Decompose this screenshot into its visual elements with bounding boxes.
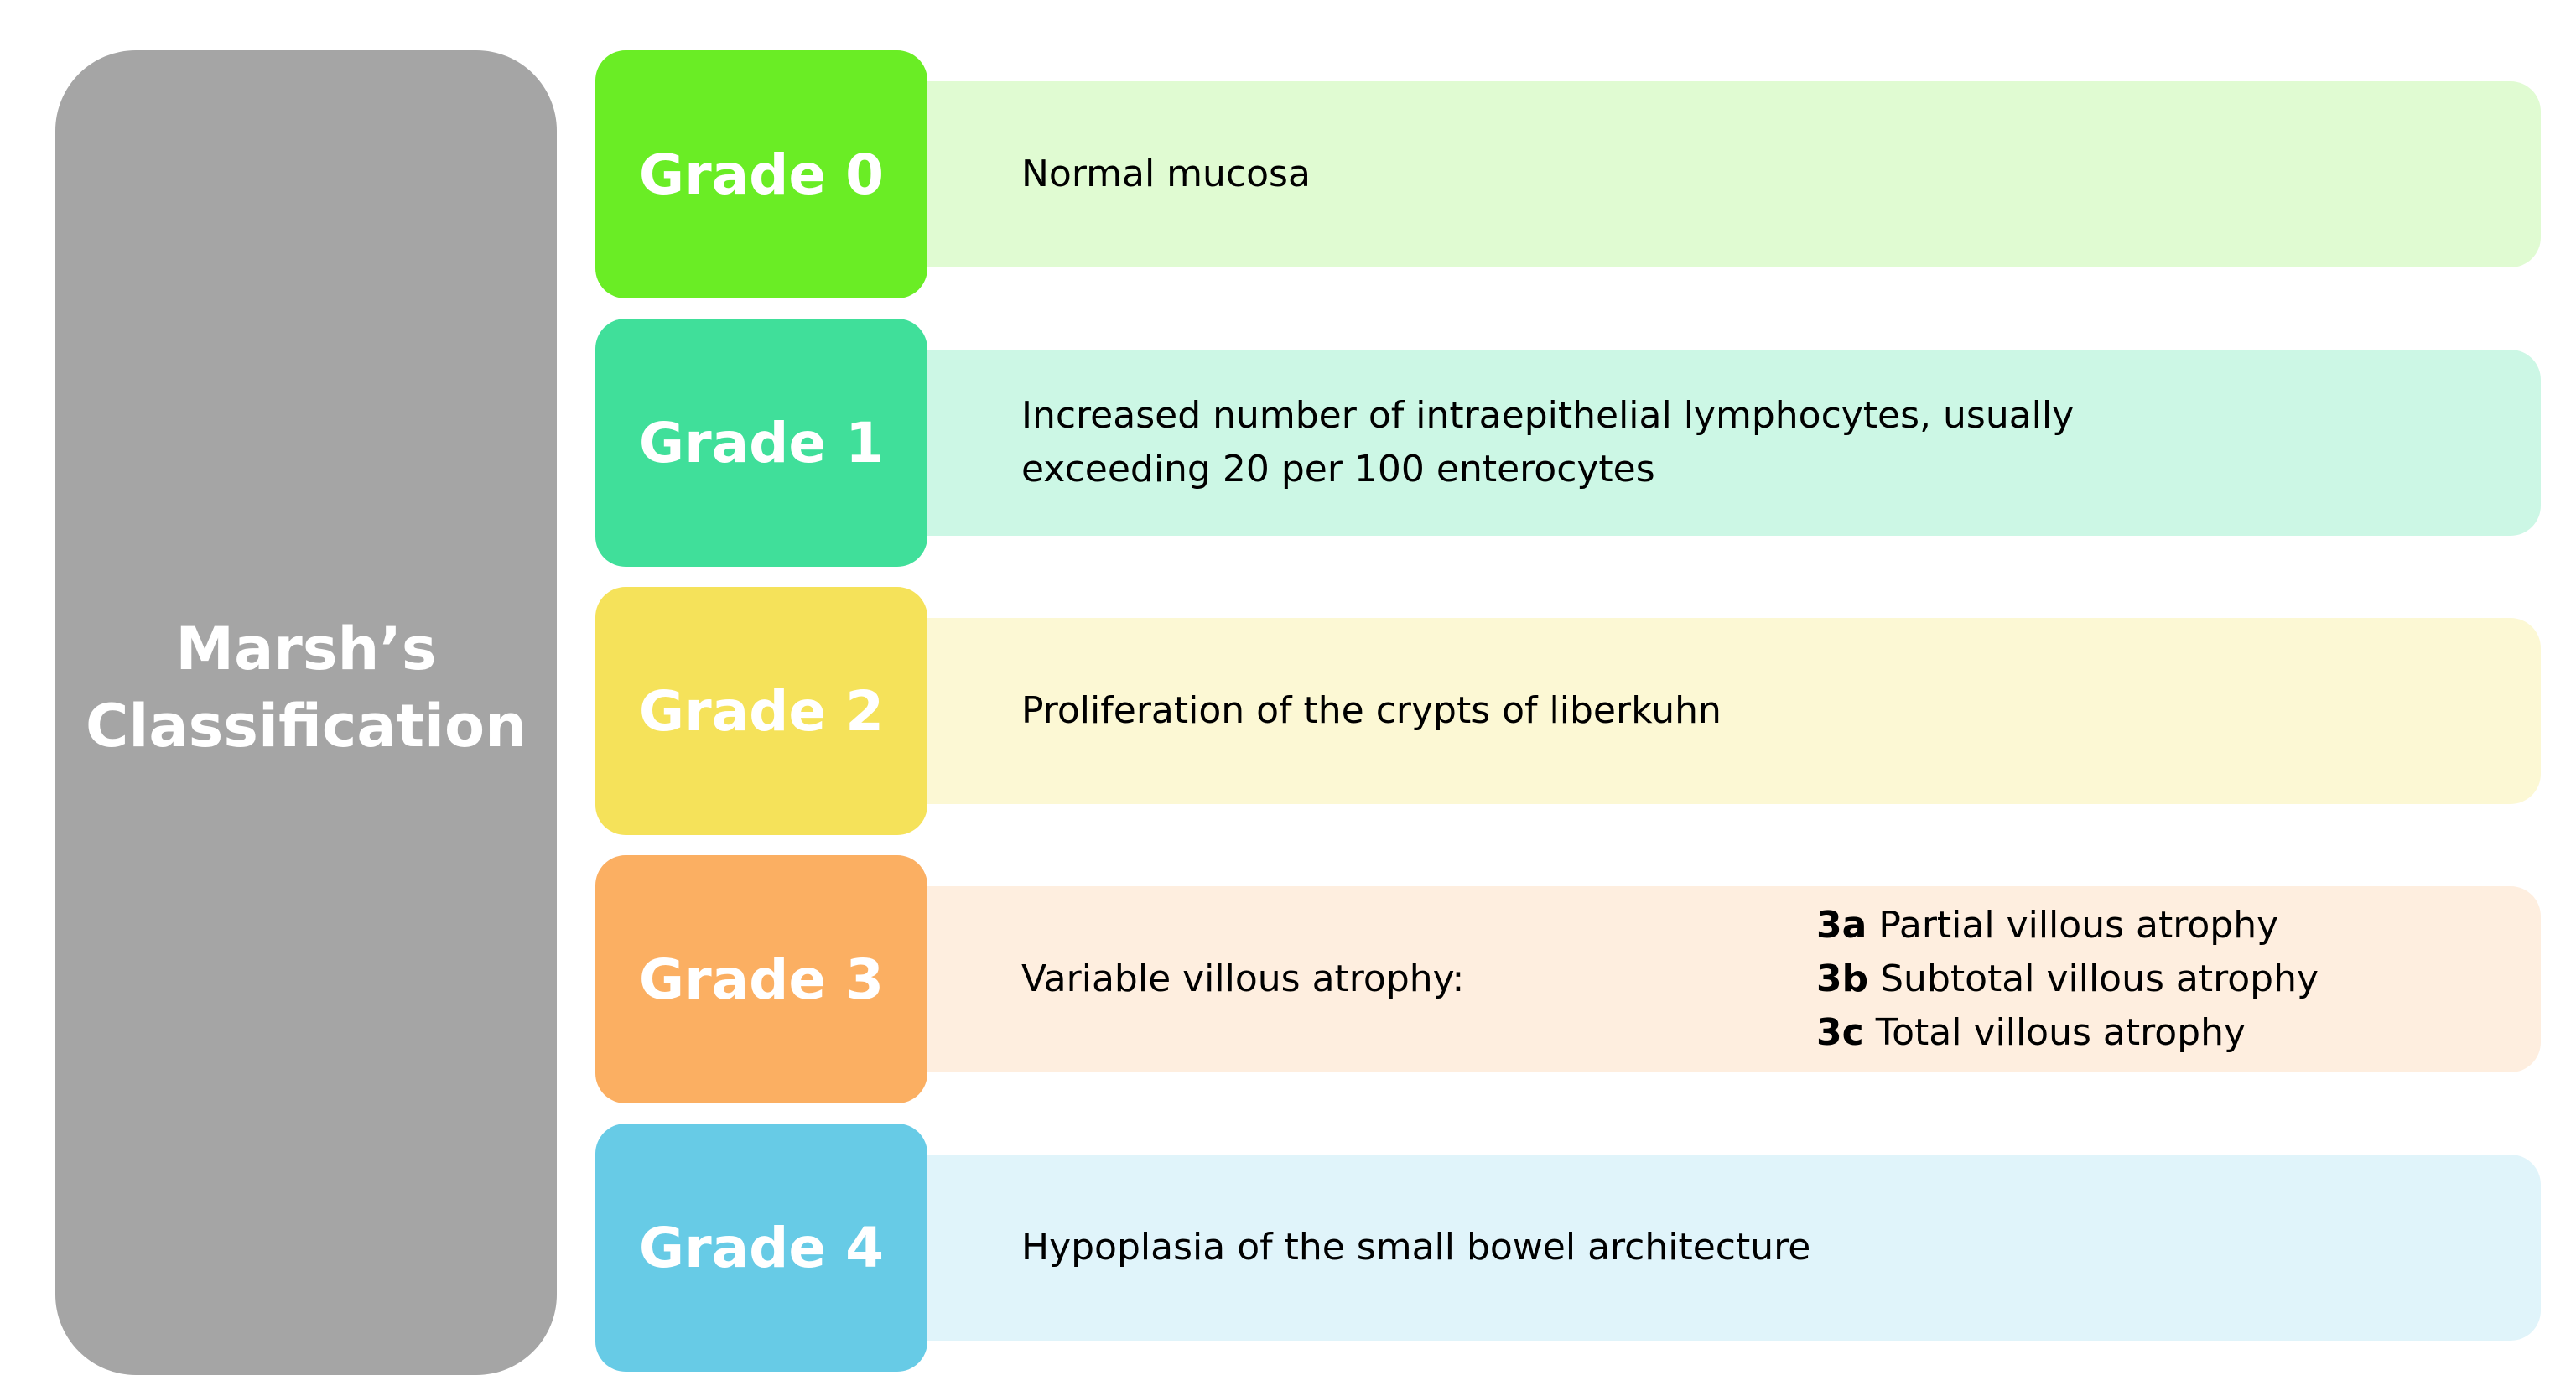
grade-4-description-bar (830, 1155, 2541, 1341)
grade-row-1: Grade 1 Increased number of intraepithel… (595, 319, 2541, 567)
grade-1-description-bar (830, 350, 2541, 536)
grade-4-box: Grade 4 (595, 1124, 927, 1372)
grade-3-description: Variable villous atrophy: (1021, 855, 1464, 1103)
grade-4-description-line-1: Hypoplasia of the small bowel architectu… (1021, 1226, 1811, 1269)
classification-title: Marsh’s Classification (86, 610, 527, 765)
subtype-text: Subtotal villous atrophy (1880, 957, 2319, 1000)
grade-3-subtype-list: 3a Partial villous atrophy 3b Subtotal v… (1816, 855, 2319, 1103)
subtype-text: Total villous atrophy (1875, 1011, 2246, 1054)
grade-0-box: Grade 0 (595, 50, 927, 298)
grade-2-description: Proliferation of the crypts of liberkuhn (1021, 587, 1722, 835)
grade-1-description-line-1: Increased number of intraepithelial lymp… (1021, 394, 2075, 437)
grade-1-box: Grade 1 (595, 319, 927, 567)
grade-3-label: Grade 3 (638, 947, 885, 1012)
subtype-code: 3a (1816, 904, 1867, 947)
grade-2-description-bar (830, 618, 2541, 804)
title-line-2: Classification (86, 692, 527, 760)
grade-1-label: Grade 1 (638, 410, 885, 475)
grade-row-0: Grade 0 Normal mucosa (595, 50, 2541, 298)
grade-row-3: Grade 3 Variable villous atrophy: 3a Par… (595, 855, 2541, 1103)
grade-row-2: Grade 2 Proliferation of the crypts of l… (595, 587, 2541, 835)
grade-4-label: Grade 4 (638, 1215, 885, 1280)
subtype-code: 3c (1816, 1011, 1864, 1054)
grade-3-description-bar (830, 886, 2541, 1072)
subtype-item: 3a Partial villous atrophy (1816, 899, 2319, 952)
grade-0-description-line-1: Normal mucosa (1021, 153, 1311, 195)
grade-4-description: Hypoplasia of the small bowel architectu… (1021, 1124, 1810, 1372)
grade-0-label: Grade 0 (638, 142, 885, 207)
grade-0-description: Normal mucosa (1021, 50, 1311, 298)
subtype-text: Partial villous atrophy (1878, 904, 2279, 947)
classification-panel: Marsh’s Classification (55, 50, 557, 1375)
grade-2-label: Grade 2 (638, 678, 885, 744)
grade-row-4: Grade 4 Hypoplasia of the small bowel ar… (595, 1124, 2541, 1372)
subtype-code: 3b (1816, 957, 1869, 1000)
subtype-item: 3b Subtotal villous atrophy (1816, 952, 2319, 1006)
grade-3-box: Grade 3 (595, 855, 927, 1103)
grade-2-description-line-1: Proliferation of the crypts of liberkuhn (1021, 689, 1722, 732)
grade-1-description-line-2: exceeding 20 per 100 enterocytes (1021, 448, 1655, 490)
grade-1-description: Increased number of intraepithelial lymp… (1021, 319, 2074, 567)
grade-0-description-bar (830, 81, 2541, 267)
subtype-item: 3c Total villous atrophy (1816, 1006, 2319, 1060)
grade-3-description-line-1: Variable villous atrophy: (1021, 957, 1465, 1000)
title-line-1: Marsh’s (175, 615, 437, 683)
grade-2-box: Grade 2 (595, 587, 927, 835)
